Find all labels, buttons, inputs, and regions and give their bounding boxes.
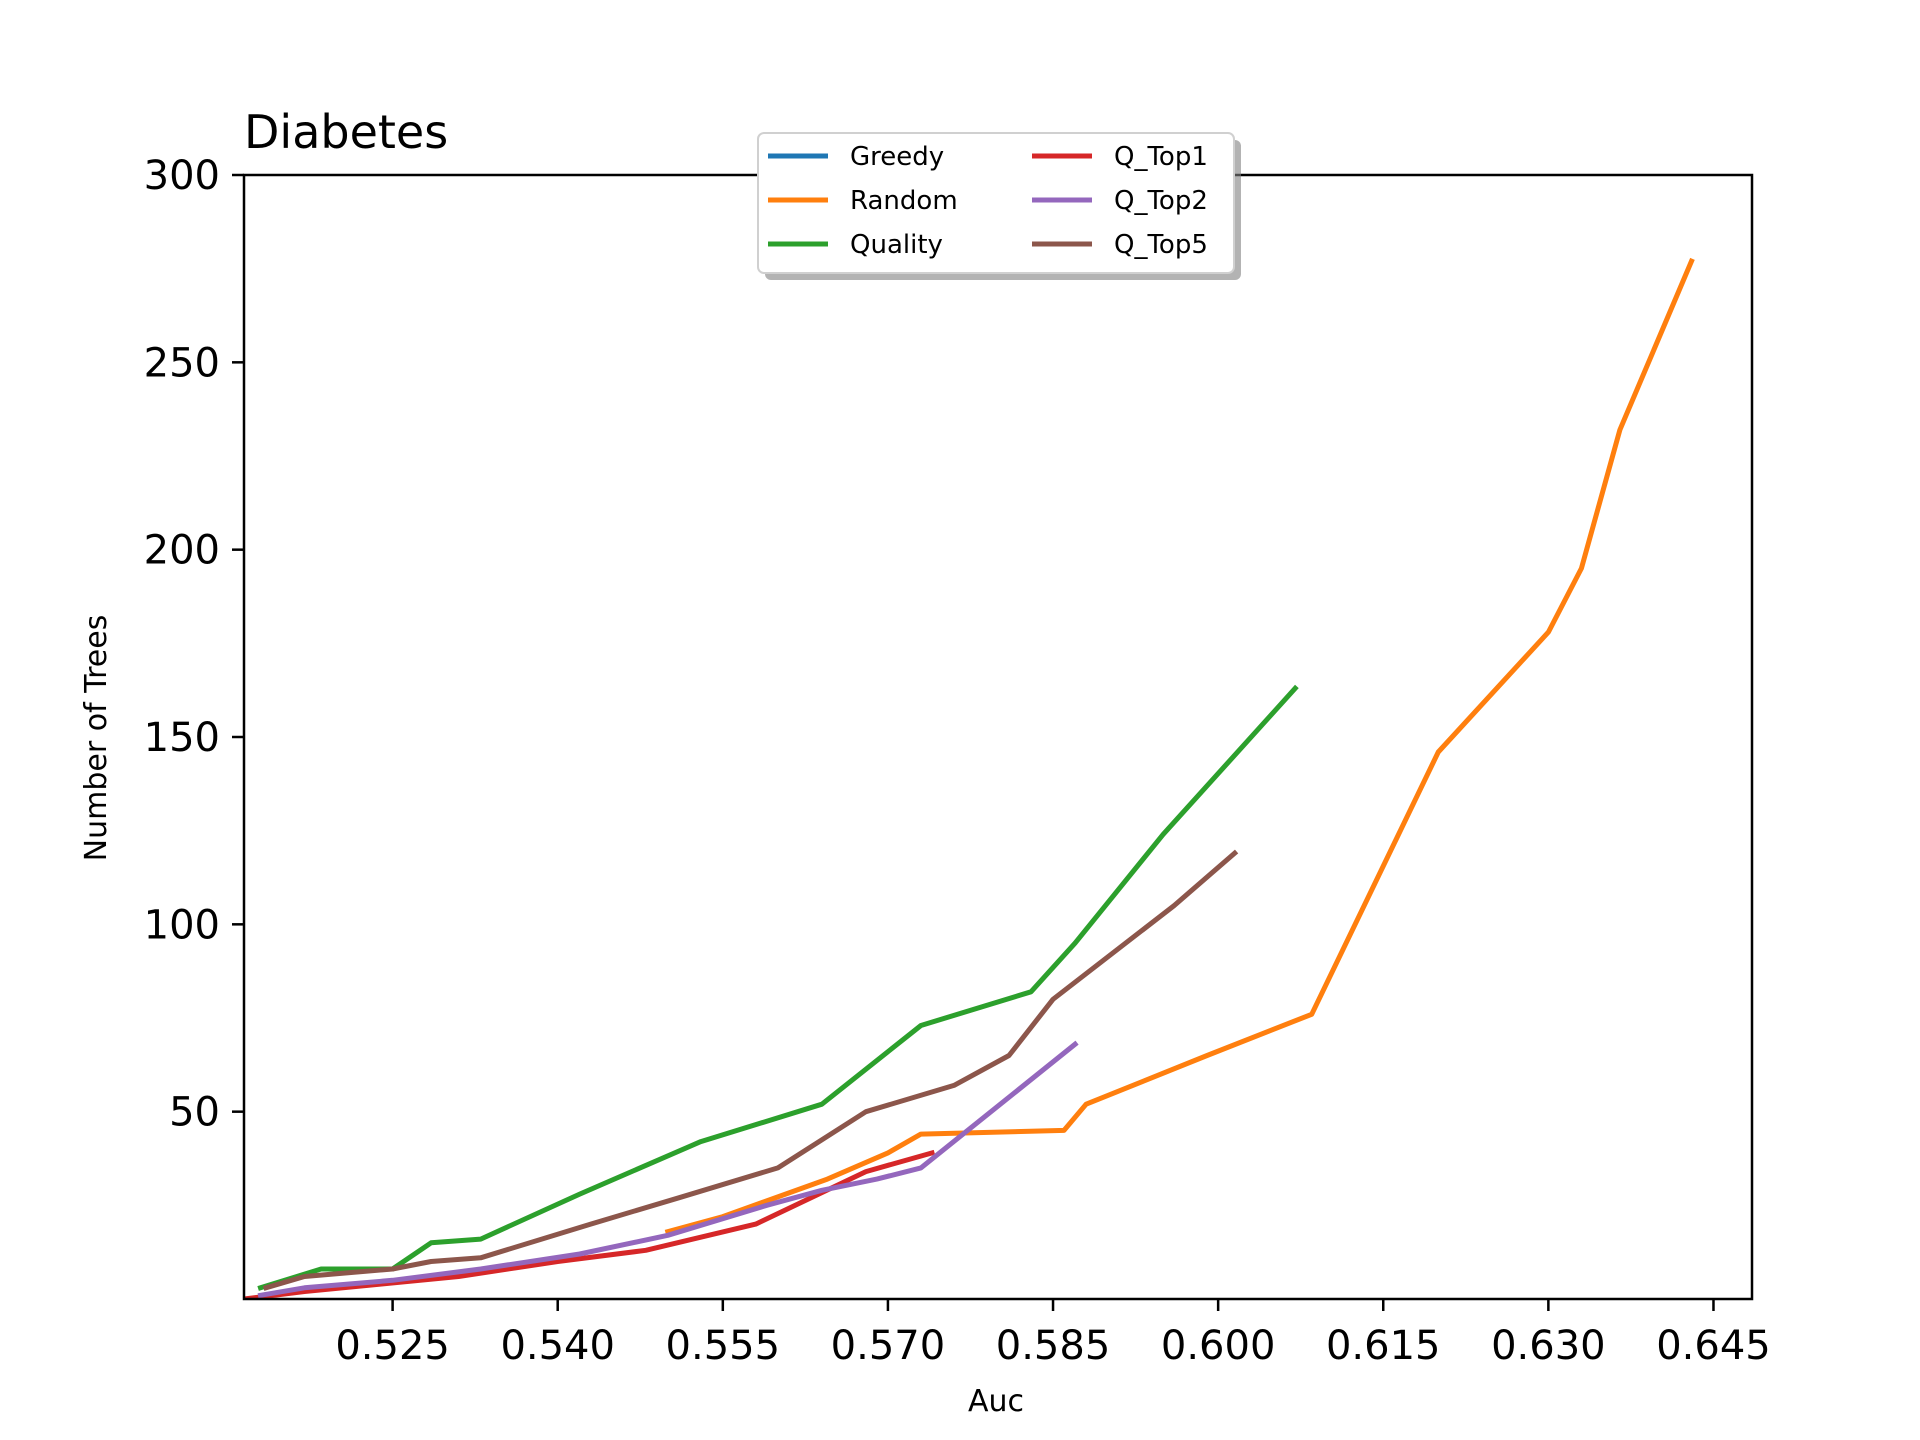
series-line-q-top2 (257, 1040, 1079, 1299)
series-lines (244, 257, 1695, 1299)
chart-title: Diabetes (244, 105, 448, 159)
x-tick-label: 0.585 (996, 1323, 1111, 1369)
series-line-random (664, 257, 1695, 1235)
y-axis-label: Number of Trees (79, 615, 114, 862)
legend-entry-label: Q_Top2 (1114, 186, 1208, 216)
legend-entry-label: Quality (850, 230, 943, 260)
plot-area: 0.525 0.540 0.555 0.570 0.585 0.600 0.615 0.630… (144, 153, 1771, 1369)
x-tick-label: 0.615 (1326, 1323, 1441, 1369)
x-tick-label: 0.525 (335, 1323, 450, 1369)
legend-entry-label: Q_Top1 (1114, 142, 1208, 172)
x-tick-label: 0.570 (831, 1323, 946, 1369)
legend-entry-label: Greedy (850, 142, 944, 172)
legend-entry-label: Q_Top5 (1114, 230, 1208, 260)
y-tick-label: 200 (144, 528, 220, 574)
x-tick-label: 0.630 (1491, 1323, 1606, 1369)
legend-box (757, 132, 1235, 274)
y-tick-label: 150 (144, 715, 220, 761)
x-tick-label: 0.540 (500, 1323, 615, 1369)
legend-entry-label: Random (850, 186, 958, 216)
x-tick-label: 0.555 (666, 1323, 781, 1369)
x-tick-label: 0.645 (1656, 1323, 1771, 1369)
legend: Greedy Random Quality Q_Top1 Q_Top2 Q_Top5 (757, 132, 1241, 280)
y-tick-label: 50 (169, 1090, 220, 1136)
y-tick-label: 100 (144, 902, 220, 948)
x-axis-label: Auc (968, 1384, 1024, 1419)
y-tick-label: 300 (144, 153, 220, 199)
y-tick-label: 250 (144, 340, 220, 386)
x-tick-label: 0.600 (1161, 1323, 1276, 1369)
series-line-q-top5 (262, 849, 1239, 1291)
